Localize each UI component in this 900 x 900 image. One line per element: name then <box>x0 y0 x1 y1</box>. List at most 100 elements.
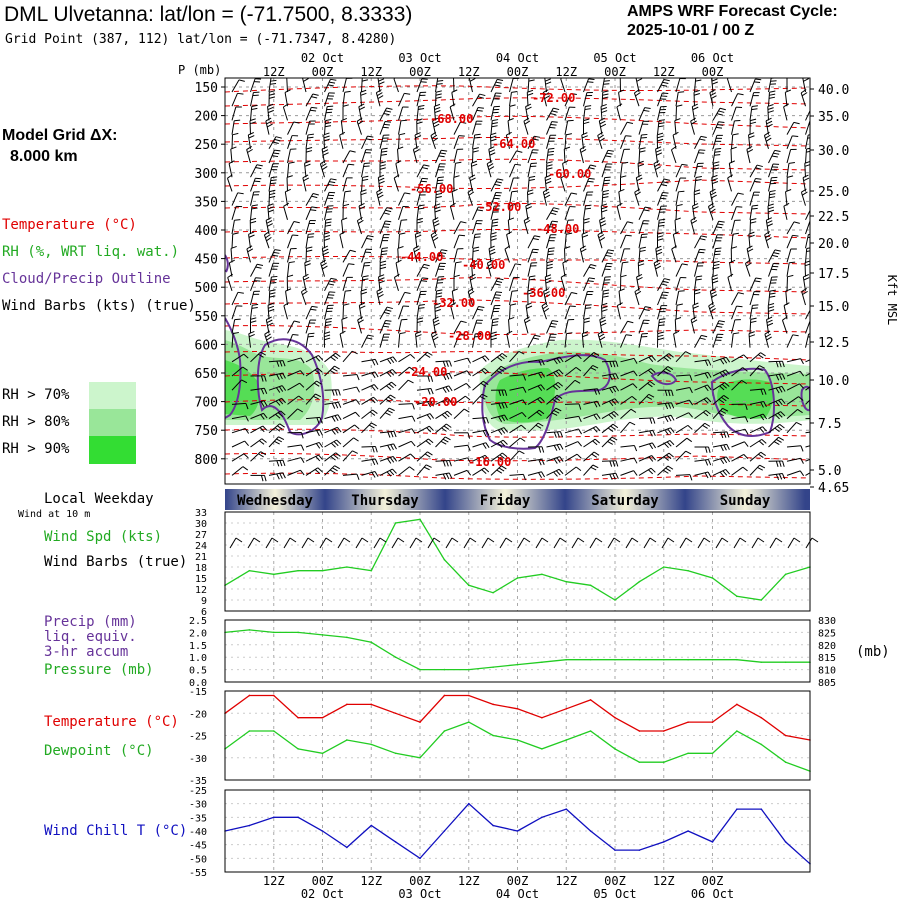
wind-barb-feather <box>582 334 589 338</box>
wind-barb-feather <box>551 220 558 223</box>
wind-barb-feather <box>506 231 513 235</box>
wind-barb-feather <box>766 217 772 221</box>
wind-barb-feather <box>337 402 342 408</box>
wind-barb-feather <box>274 149 281 152</box>
wind-barb-feather <box>260 414 265 420</box>
wind-barb-feather <box>751 105 758 108</box>
wind-barb-feather <box>266 336 272 341</box>
wind-barb <box>283 206 288 220</box>
wind-barb-feather <box>663 356 669 362</box>
top-date-label: 03 Oct <box>398 51 441 65</box>
wind-barb-feather <box>431 234 438 239</box>
wind-barb-feather <box>649 430 653 437</box>
wind-barb-feather <box>248 234 255 238</box>
wind-barb-feather <box>361 79 369 82</box>
wind-barb-feather <box>442 438 449 443</box>
wind-barb <box>360 191 362 206</box>
wind-barb <box>361 396 374 405</box>
wind-barb-feather <box>662 81 669 84</box>
wind-barb-feather <box>487 163 494 168</box>
kft-tick: 10.0 <box>818 374 849 389</box>
wind-barb-feather <box>760 451 766 457</box>
wind-barb-feather <box>325 224 332 227</box>
wind-barb-feather <box>708 446 711 453</box>
wind-barb-feather <box>397 246 404 249</box>
wind-barb-feather <box>274 249 281 251</box>
wind-barb-feather <box>477 96 484 99</box>
wind-barb-feather <box>655 265 662 270</box>
wind-barb-feather <box>267 223 273 227</box>
wind-barb-feather <box>307 136 314 139</box>
wind-barb-feather <box>665 368 671 373</box>
weekday-label: Saturday <box>591 493 659 509</box>
wind-barb-feather <box>538 459 542 466</box>
wind-barb-feather <box>543 191 550 196</box>
wind-barb-feather <box>694 288 701 292</box>
wind-barb <box>694 371 709 377</box>
series-point <box>272 730 275 732</box>
wind-barb-feather <box>395 259 402 264</box>
wind-barb-feather <box>478 306 485 308</box>
wind-barb <box>231 353 245 363</box>
wind-barb-feather <box>765 134 771 139</box>
wind-barb-feather <box>433 220 440 224</box>
wind-barb-feather <box>648 456 654 462</box>
wind-barb-feather <box>433 322 440 327</box>
wind-barb <box>707 206 714 220</box>
wind-barb <box>712 456 727 462</box>
wind-barb <box>601 373 616 377</box>
wind-barb-feather <box>379 167 386 170</box>
wind-barb-feather <box>789 261 796 264</box>
wind-barb-feather <box>611 436 618 441</box>
wind-barb-feather <box>705 409 711 415</box>
wind-barb-feather <box>792 334 799 337</box>
wind-barb <box>226 177 233 192</box>
wind-barb <box>675 351 686 363</box>
wind-barb <box>393 277 399 291</box>
wind-barb <box>324 414 339 420</box>
wind-barb-feather <box>659 218 666 221</box>
wind-barb <box>509 412 523 420</box>
wind-barb-feather <box>255 277 262 279</box>
wind-barb-feather <box>720 432 724 439</box>
temp-label-60: -60.00 <box>548 167 591 181</box>
wind-barb <box>472 248 474 263</box>
wind-barb-feather <box>321 166 328 171</box>
wind-barb-feather <box>565 133 572 136</box>
wind-barb-feather <box>232 132 239 136</box>
wind-barb-feather <box>752 204 759 207</box>
wind-barb <box>379 320 386 334</box>
top-date-label: 02 Oct <box>301 51 344 65</box>
kft-tick: 20.0 <box>818 237 849 252</box>
wind-barb-feather <box>681 263 688 266</box>
wind-barb <box>435 360 450 363</box>
wind-barb <box>620 334 627 348</box>
wind-barb-feather <box>707 384 712 391</box>
top-hour-label: 00Z <box>604 65 626 79</box>
wind-barb-feather <box>606 152 613 155</box>
wind-barb-feather <box>711 177 718 181</box>
wind-barb-feather <box>564 146 571 150</box>
wind-barb-feather <box>797 408 803 414</box>
wind-barb <box>506 333 510 348</box>
surface-wind-barb <box>247 537 255 549</box>
wind-barb-feather <box>564 246 571 249</box>
panel-y-tick: 15 <box>195 574 207 585</box>
wind-barb-feather <box>719 107 726 111</box>
wind-barb-feather <box>445 360 449 367</box>
surface-wind-barb-feather <box>451 537 459 543</box>
wind-barb-feather <box>323 132 330 136</box>
wind-barb <box>527 384 542 391</box>
wind-barb-feather <box>608 414 614 420</box>
wind-barb <box>527 78 530 93</box>
wind-barb <box>341 319 344 334</box>
pressure-tick: 200 <box>195 110 218 125</box>
wind-barb-feather <box>508 217 515 221</box>
wind-barb <box>805 220 810 235</box>
wind-barb-feather <box>723 431 727 438</box>
surface-wind-barb-feather <box>505 537 513 543</box>
wind-barb <box>264 334 270 348</box>
wind-barb <box>231 319 236 334</box>
wind-barb <box>268 459 284 462</box>
panel-y-tick-right: 830 <box>818 616 836 627</box>
